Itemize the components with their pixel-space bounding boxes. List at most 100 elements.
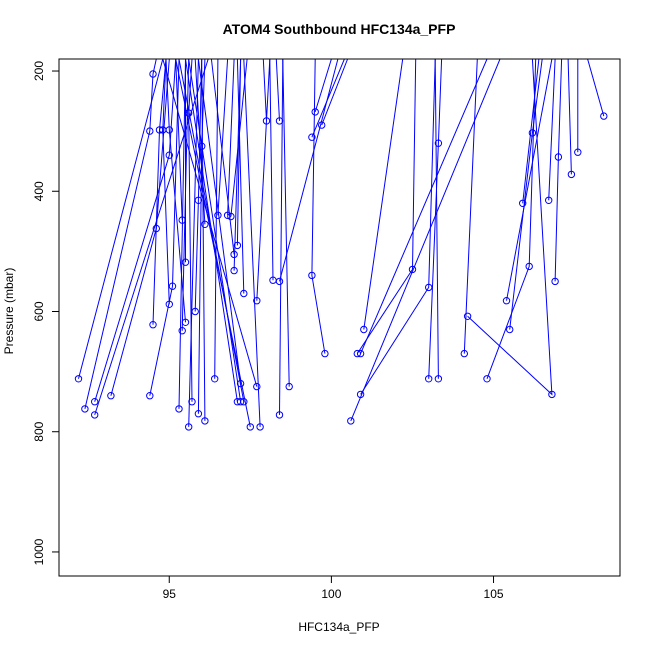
- data-point-19-0: [211, 375, 219, 383]
- data-point-43-1: [308, 271, 316, 280]
- series-line-37: [275, 59, 280, 121]
- data-point-16-0: [194, 410, 203, 418]
- data-point-42-0: [311, 108, 319, 116]
- series-line-1: [84, 59, 157, 410]
- series-line-33: [243, 59, 261, 427]
- data-point-48-0: [356, 390, 365, 399]
- series-line-47: [360, 59, 488, 354]
- series-line-30: [236, 59, 245, 294]
- data-point-8-0: [175, 405, 183, 413]
- series-line-20: [217, 59, 229, 216]
- data-point-56-1: [528, 129, 537, 137]
- data-point-33-0: [256, 423, 264, 431]
- series-line-38: [279, 59, 339, 282]
- series-line-12: [165, 59, 186, 323]
- data-point-55-0: [502, 297, 511, 305]
- data-point-46-1: [408, 265, 417, 274]
- series-line-31: [175, 59, 251, 427]
- data-point-3-0: [91, 411, 99, 419]
- data-point-44-0: [318, 121, 326, 129]
- data-point-15-0: [191, 307, 199, 316]
- data-point-5-1: [168, 282, 177, 290]
- series-line-21: [227, 59, 235, 216]
- series-line-7: [162, 59, 170, 305]
- data-point-24-0: [230, 250, 238, 259]
- data-point-14-0: [188, 398, 196, 406]
- data-point-29-0: [240, 398, 248, 406]
- series-line-35: [262, 59, 267, 121]
- series-line-49: [363, 59, 404, 330]
- data-point-15-1: [194, 196, 203, 205]
- data-point-54-1: [525, 262, 533, 271]
- data-point-1-1: [146, 127, 154, 135]
- data-point-12-1: [165, 126, 174, 134]
- data-point-58-0: [545, 196, 553, 205]
- series-line-41: [311, 59, 345, 138]
- series-line-14: [188, 59, 193, 402]
- y-tick-label: 400: [32, 181, 46, 201]
- data-point-0-0: [74, 375, 83, 383]
- data-point-60-0: [567, 170, 576, 179]
- series-line-60: [567, 59, 572, 175]
- data-point-45-0: [347, 417, 355, 425]
- data-point-41-0: [308, 133, 316, 141]
- plot-area: [74, 59, 608, 431]
- data-point-39-0: [275, 411, 284, 419]
- data-point-13-0: [185, 423, 193, 431]
- data-point-34-0: [253, 382, 261, 391]
- y-tick-label: 1000: [32, 538, 46, 565]
- data-point-59-1: [554, 153, 563, 161]
- series-line-59: [554, 59, 563, 282]
- series-line-13: [188, 59, 199, 427]
- data-point-48-1: [425, 283, 433, 292]
- data-point-22-0: [227, 212, 235, 221]
- data-point-54-0: [483, 375, 491, 383]
- series-line-27: [197, 59, 242, 384]
- data-point-61-0: [574, 148, 582, 156]
- series-line-58: [548, 59, 556, 201]
- series-line-24: [210, 59, 235, 255]
- data-point-56-0: [506, 325, 514, 334]
- x-axis-label: HFC134a_PFP: [298, 620, 379, 634]
- series-line-39: [279, 59, 284, 415]
- data-point-5-0: [146, 392, 154, 400]
- data-point-53-0: [463, 312, 472, 320]
- data-point-17-0: [201, 417, 209, 425]
- x-axis-ticks: 95 100 105: [163, 576, 504, 601]
- data-point-51-0: [434, 375, 443, 383]
- series-line-51: [434, 59, 439, 379]
- data-point-4-0: [107, 392, 115, 400]
- data-point-12-0: [181, 318, 190, 326]
- series-line-45: [350, 59, 501, 422]
- data-point-2-0: [91, 398, 99, 406]
- data-point-9-0: [178, 327, 186, 335]
- data-point-1-0: [81, 405, 89, 413]
- series-line-62: [587, 59, 605, 117]
- data-point-25-0: [233, 241, 242, 250]
- series-line-53: [467, 59, 553, 396]
- data-point-23-0: [230, 266, 238, 275]
- data-point-59-0: [551, 277, 559, 286]
- plot-frame: [58, 58, 621, 577]
- y-axis-label: Pressure (mbar): [2, 268, 16, 355]
- series-line-40: [282, 59, 290, 387]
- data-point-31-0: [246, 423, 255, 431]
- series-line-48: [360, 59, 436, 395]
- series-line-36: [269, 59, 274, 281]
- data-point-32-0: [253, 297, 261, 305]
- series-line-34: [162, 59, 258, 387]
- data-point-52-0: [460, 349, 468, 358]
- series-line-52: [463, 59, 478, 354]
- data-point-40-0: [285, 382, 293, 391]
- data-point-43-0: [321, 349, 329, 358]
- data-point-49-0: [360, 325, 368, 334]
- series-line-46: [356, 59, 417, 354]
- series-line-42: [314, 59, 332, 113]
- data-point-46-0: [353, 349, 361, 358]
- data-point-47-0: [356, 349, 365, 358]
- series-line-2: [94, 59, 177, 402]
- series-line-50: [428, 59, 443, 379]
- x-tick-label: 95: [163, 587, 177, 601]
- series-line-28: [188, 59, 242, 402]
